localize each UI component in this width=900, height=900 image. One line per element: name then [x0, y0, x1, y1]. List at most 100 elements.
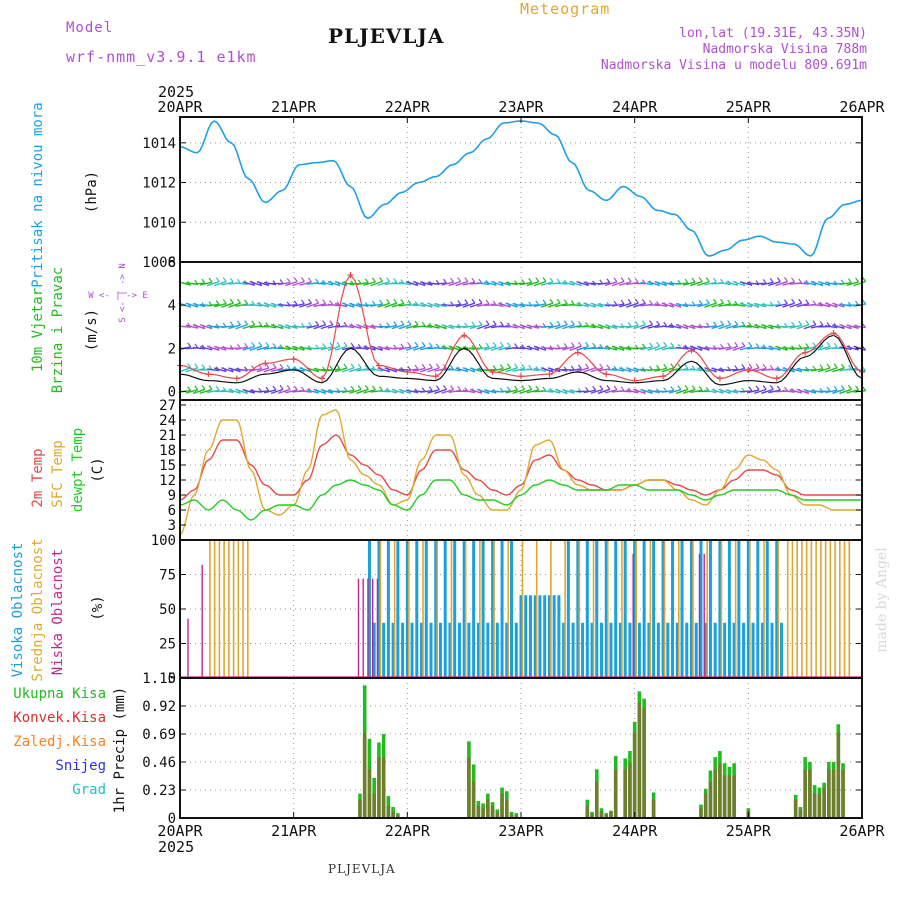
wind-barb	[427, 302, 440, 308]
wind-barb-tick	[343, 363, 348, 369]
wind-barb	[512, 388, 525, 395]
wind-barb	[682, 281, 696, 286]
wind-barb-tick	[251, 320, 256, 326]
wind-barb	[555, 282, 568, 285]
wind-barb-tick	[805, 299, 810, 305]
temp-ylabel-1: 2m Temp	[30, 448, 46, 507]
wind-barb	[313, 367, 326, 372]
wind-barb	[604, 324, 618, 330]
wind-barb-tick	[286, 364, 291, 370]
wind-barb	[420, 281, 433, 286]
wind-barb-tick	[300, 386, 305, 392]
precip-conv-bar	[476, 805, 481, 818]
wind-barb	[732, 303, 745, 307]
wind-barb	[661, 302, 675, 308]
wind-barb-tick	[769, 277, 774, 283]
xtick-label-bottom: 21APR	[271, 822, 317, 840]
wind-barb	[718, 346, 731, 351]
wind-barb	[654, 367, 667, 373]
wind-barb	[711, 324, 724, 330]
wind-barb	[505, 389, 518, 394]
ytick-label: 24	[159, 413, 176, 429]
wind-barb-tick	[812, 365, 817, 371]
wind-barb-tick	[364, 278, 369, 284]
wind-barb	[235, 346, 248, 350]
wind-barb	[746, 302, 760, 308]
wind-barb	[590, 302, 603, 308]
wind-barb-tick	[421, 321, 426, 327]
ytick-label: 1.15	[142, 671, 176, 687]
wind-barb	[469, 302, 483, 308]
wind-barb-tick	[727, 320, 732, 325]
wind-barb-tick	[400, 299, 405, 304]
wind-barb	[526, 324, 540, 329]
precip-conv-bar	[391, 811, 395, 818]
wind-barb-tick	[570, 300, 575, 306]
wind-barb-tick	[350, 385, 355, 391]
wind-barb-tick	[840, 363, 845, 369]
wind-barb	[803, 281, 817, 286]
wind-barb	[768, 324, 781, 329]
wind-barb	[583, 281, 596, 286]
wind-barb-tick	[627, 298, 632, 304]
wind-barb	[690, 324, 703, 329]
wind-barb	[441, 281, 454, 286]
wind-barb	[263, 324, 277, 329]
precip-conv-bar	[623, 769, 627, 818]
wind-barb-tick	[450, 277, 455, 283]
wind-barb	[299, 281, 312, 286]
wind-speed-line	[179, 334, 863, 386]
wind-barb	[583, 389, 596, 394]
wind-barb	[448, 324, 461, 329]
wind-barb	[327, 324, 341, 329]
wind-barb	[555, 367, 568, 372]
wind-barb-tick	[236, 343, 241, 349]
temp-line-2	[179, 479, 862, 521]
wind-barb	[597, 282, 610, 286]
wind-barb	[633, 388, 646, 395]
ytick-label: 2	[168, 341, 176, 357]
wind-barb-tick	[705, 322, 710, 328]
wind-barb-tick	[485, 320, 490, 325]
wind-barb	[242, 389, 255, 394]
temp-line-1	[179, 409, 862, 536]
wind-barb	[349, 367, 362, 373]
precip-conv-bar	[732, 775, 736, 818]
xtick-label-bottom: 25APR	[726, 822, 772, 840]
ytick-label: 9	[168, 488, 176, 504]
wind-barb	[412, 367, 426, 373]
wind-barb	[555, 302, 568, 308]
wind-barb	[711, 388, 724, 394]
wind-barb	[207, 303, 220, 307]
wind-barb-tick	[784, 277, 788, 282]
wind-barb-tick	[272, 343, 277, 348]
wind-barb-tick	[606, 384, 611, 390]
wind-barb	[505, 367, 518, 373]
wind-barb	[590, 388, 603, 394]
wind-barb	[263, 302, 277, 308]
wind-barb	[256, 302, 270, 308]
wind-barb-tick	[428, 363, 433, 369]
wind-barb	[214, 302, 227, 308]
wind-barb	[846, 368, 859, 371]
wind-barb-tick	[386, 298, 391, 304]
wind-barb-tick	[549, 321, 554, 327]
wind-barb-tick	[343, 386, 348, 392]
gust-marker	[347, 271, 354, 278]
xtick-label-top: 21APR	[271, 98, 317, 116]
gust-marker	[205, 371, 212, 378]
wind-barb	[832, 388, 845, 394]
wind-barb	[398, 388, 412, 395]
precip-conv-bar	[504, 799, 509, 818]
precip-conv-bar	[471, 781, 476, 818]
wind-barb-tick	[258, 321, 263, 327]
wind-barb	[590, 324, 603, 330]
wind-barb	[263, 367, 277, 373]
wind-barb	[604, 345, 618, 351]
wind-barb-tick	[521, 279, 526, 284]
wind-barb	[803, 324, 817, 330]
precip-legend-3: Snijeg	[55, 758, 106, 774]
wind-barb	[817, 280, 831, 287]
wind-barb-tick	[478, 298, 483, 304]
wind-barb	[512, 347, 525, 350]
